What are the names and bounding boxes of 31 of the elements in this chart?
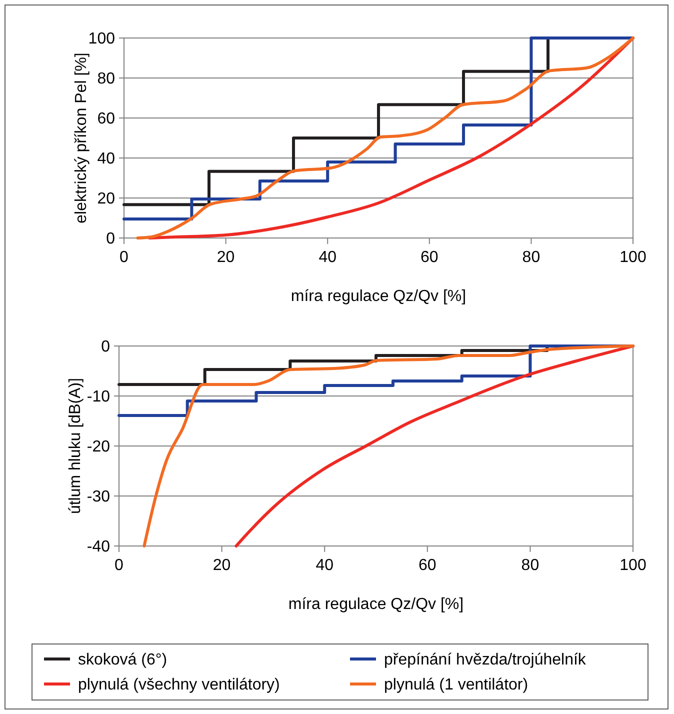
x-tick-label: 100 [620,557,646,574]
line-series [142,344,634,548]
x-tick-label: 0 [120,249,129,266]
y-tick-label: 20 [97,190,116,208]
y-tick-label: -20 [86,438,110,456]
x-tick-label: 80 [521,557,540,574]
x-axis-title: míra regulace Qz/Qv [%] [288,596,464,613]
y-tick-label: 0 [106,230,116,248]
legend-label: přepínání hvězda/trojúhelník [384,652,587,669]
x-tick-label: 40 [316,557,334,574]
y-tick-label: 0 [101,338,110,356]
y-tick-label: 100 [88,30,116,48]
y-tick-label: 40 [97,150,116,168]
x-tick-label: 60 [420,249,438,266]
x-tick-label: 20 [216,249,235,266]
y-tick-label: -30 [86,488,110,506]
y-axis-title: elektrický příkon Pel [%] [73,52,90,224]
x-tick-label: 40 [318,249,337,266]
y-tick-label: -40 [86,538,110,556]
x-tick-label: 20 [212,557,231,574]
x-tick-label: 100 [620,249,646,266]
legend-label: plynulá (1 ventilátor) [384,676,528,694]
legend-label: plynulá (všechny ventilátory) [78,676,280,694]
legend-label: skoková (6°) [78,652,168,669]
y-tick-label: -10 [86,388,110,406]
x-tick-label: 60 [418,557,436,574]
y-tick-label: 60 [97,110,116,128]
x-axis-title: míra regulace Qz/Qv [%] [290,288,466,305]
y-axis-title: útlum hluku [dB(A)] [67,378,84,514]
x-tick-label: 80 [522,249,540,266]
y-tick-label: 80 [97,70,116,88]
